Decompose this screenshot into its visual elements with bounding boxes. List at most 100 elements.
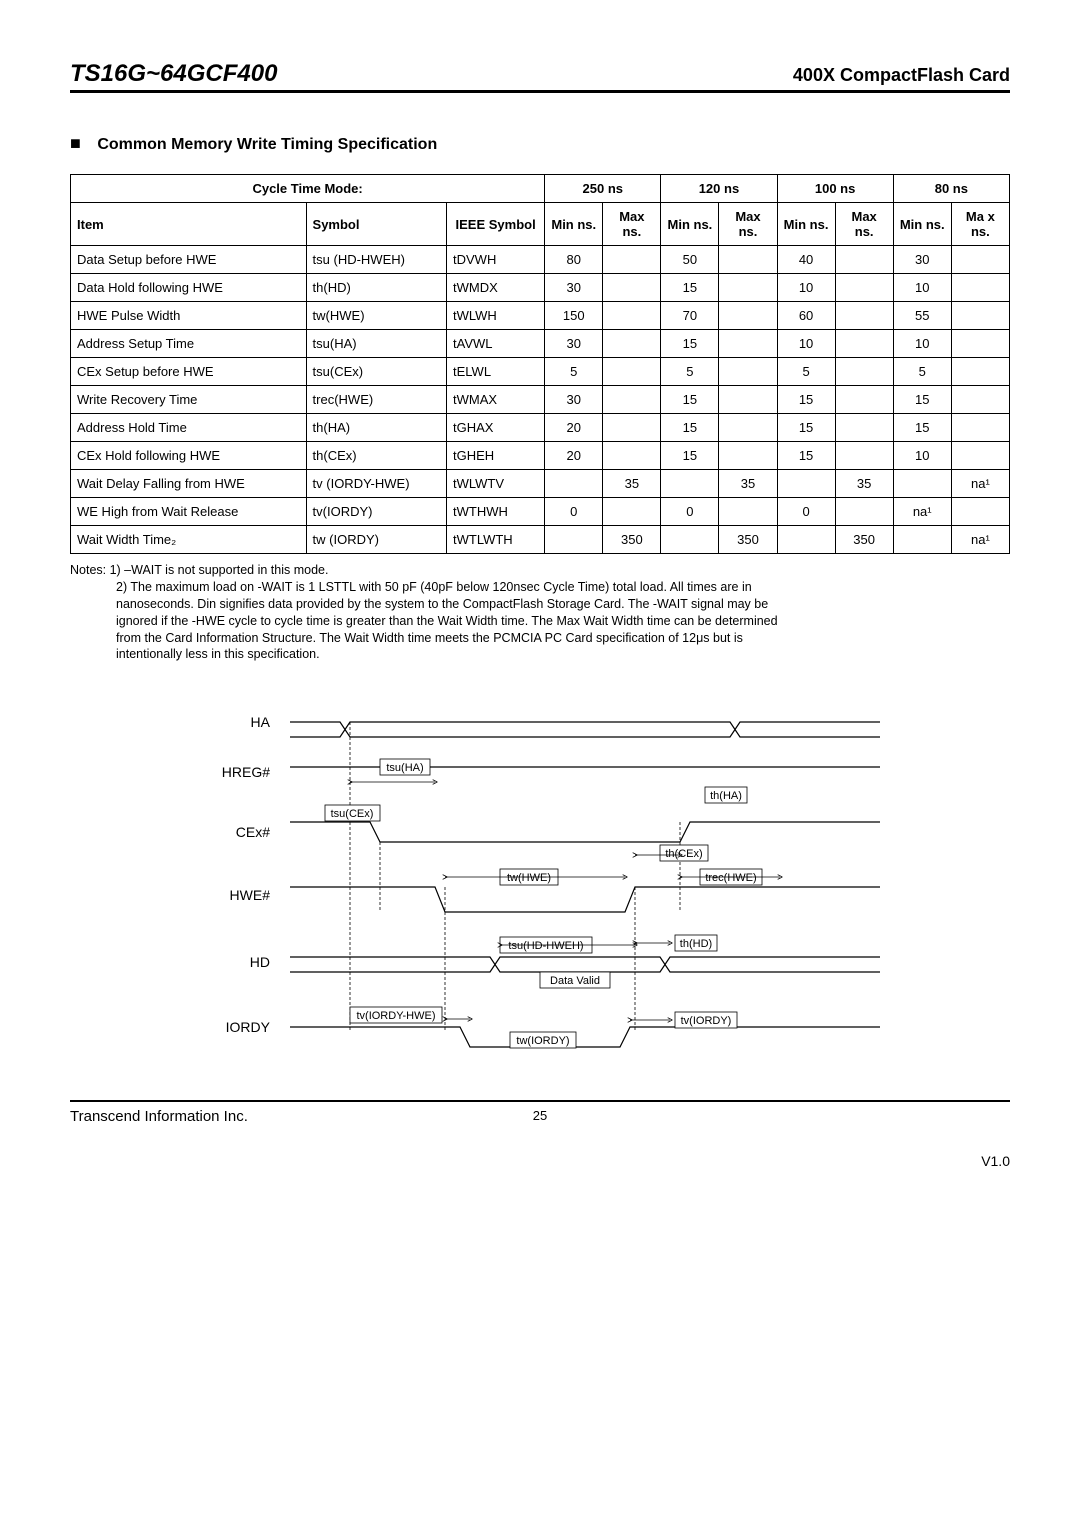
sig-iordy: IORDY xyxy=(226,1019,271,1035)
sig-hd: HD xyxy=(250,954,270,970)
sig-hreg: HREG# xyxy=(222,764,270,780)
cell-value xyxy=(951,498,1009,526)
svg-text:tsu(HD-HWEH): tsu(HD-HWEH) xyxy=(508,940,583,952)
cell-value: 5 xyxy=(893,358,951,386)
cell-item: Data Setup before HWE xyxy=(71,246,307,274)
cell-value xyxy=(835,358,893,386)
footer-rule xyxy=(70,1100,1010,1102)
sig-hwe: HWE# xyxy=(230,887,271,903)
cell-item: Wait Width Time₂ xyxy=(71,526,307,554)
svg-text:tsu(HA): tsu(HA) xyxy=(386,762,423,774)
cell-value xyxy=(951,442,1009,470)
cell-value xyxy=(835,414,893,442)
cell-value: 35 xyxy=(835,470,893,498)
cell-value xyxy=(661,526,719,554)
cell-value: na¹ xyxy=(951,470,1009,498)
cell-value: 20 xyxy=(545,414,603,442)
cell-ieee: tGHEH xyxy=(447,442,545,470)
footer-page-number: 25 xyxy=(383,1108,696,1125)
cell-value: 350 xyxy=(603,526,661,554)
svg-text:tsu(CEx): tsu(CEx) xyxy=(331,808,374,820)
table-row: Data Hold following HWEth(HD)tWMDX301510… xyxy=(71,274,1010,302)
cell-value xyxy=(835,274,893,302)
cell-value xyxy=(835,302,893,330)
col-max-250: Max ns. xyxy=(603,203,661,246)
cell-value xyxy=(719,274,777,302)
cell-value xyxy=(603,442,661,470)
notes-block: Notes: 1) –WAIT is not supported in this… xyxy=(70,562,1010,663)
cell-value xyxy=(893,526,951,554)
cell-symbol: tsu(CEx) xyxy=(306,358,446,386)
cell-value xyxy=(603,498,661,526)
cell-value xyxy=(835,498,893,526)
cell-value: 80 xyxy=(545,246,603,274)
cell-value xyxy=(719,386,777,414)
col-max-100: Max ns. xyxy=(835,203,893,246)
cell-ieee: tELWL xyxy=(447,358,545,386)
cell-value: 15 xyxy=(777,386,835,414)
cell-value: 55 xyxy=(893,302,951,330)
mode-80: 80 ns xyxy=(893,175,1009,203)
svg-text:th(HA): th(HA) xyxy=(710,790,742,802)
sig-cex: CEx# xyxy=(236,824,270,840)
cell-value xyxy=(603,386,661,414)
note-2c: ignored if the -HWE cycle to cycle time … xyxy=(116,613,1010,630)
cell-value: 350 xyxy=(835,526,893,554)
cell-value: 30 xyxy=(893,246,951,274)
svg-text:tv(IORDY): tv(IORDY) xyxy=(681,1015,732,1027)
cell-value xyxy=(719,330,777,358)
cell-value xyxy=(545,526,603,554)
cell-value xyxy=(719,442,777,470)
cell-value: 15 xyxy=(893,414,951,442)
mode-120: 120 ns xyxy=(661,175,777,203)
cell-ieee: tWLWH xyxy=(447,302,545,330)
cell-value xyxy=(603,246,661,274)
section-title: ■ Common Memory Write Timing Specificati… xyxy=(70,133,1010,154)
cell-value: 0 xyxy=(545,498,603,526)
col-min-100: Min ns. xyxy=(777,203,835,246)
cell-value: 5 xyxy=(545,358,603,386)
cell-value: 15 xyxy=(777,414,835,442)
cell-ieee: tWTLWTH xyxy=(447,526,545,554)
cell-value xyxy=(603,330,661,358)
cell-value xyxy=(835,442,893,470)
cell-value: 50 xyxy=(661,246,719,274)
cell-value: na¹ xyxy=(893,498,951,526)
table-row: Address Hold Timeth(HA)tGHAX20151515 xyxy=(71,414,1010,442)
footer-company: Transcend Information Inc. xyxy=(70,1108,383,1125)
cell-item: CEx Hold following HWE xyxy=(71,442,307,470)
cell-value xyxy=(603,414,661,442)
cell-item: Data Hold following HWE xyxy=(71,274,307,302)
cell-symbol: tsu (HD-HWEH) xyxy=(306,246,446,274)
cell-value: 10 xyxy=(893,442,951,470)
cell-value xyxy=(951,274,1009,302)
cell-symbol: th(HD) xyxy=(306,274,446,302)
cell-value: 20 xyxy=(545,442,603,470)
cell-value: 150 xyxy=(545,302,603,330)
cell-value: 10 xyxy=(777,274,835,302)
note-2a: 2) The maximum load on -WAIT is 1 LSTTL … xyxy=(116,579,1010,596)
cell-value xyxy=(951,246,1009,274)
cell-value: 5 xyxy=(661,358,719,386)
cell-value: 0 xyxy=(661,498,719,526)
svg-text:tv(IORDY-HWE): tv(IORDY-HWE) xyxy=(356,1010,435,1022)
table-row: Data Setup before HWEtsu (HD-HWEH)tDVWH8… xyxy=(71,246,1010,274)
cell-value xyxy=(603,358,661,386)
cycle-time-mode-label: Cycle Time Mode: xyxy=(71,175,545,203)
col-ieee: IEEE Symbol xyxy=(447,203,545,246)
timing-diagram-svg: .sig { font: 14px Arial; } .lbl { font: … xyxy=(180,687,900,1067)
cell-value: 350 xyxy=(719,526,777,554)
cell-symbol: th(CEx) xyxy=(306,442,446,470)
note-1: Notes: 1) –WAIT is not supported in this… xyxy=(70,562,1010,579)
cell-value xyxy=(719,302,777,330)
svg-text:th(HD): th(HD) xyxy=(680,938,712,950)
cell-ieee: tAVWL xyxy=(447,330,545,358)
timing-diagram: .sig { font: 14px Arial; } .lbl { font: … xyxy=(70,687,1010,1070)
note-2b: nanoseconds. Din signifies data provided… xyxy=(116,596,1010,613)
cell-ieee: tWLWTV xyxy=(447,470,545,498)
col-min-80: Min ns. xyxy=(893,203,951,246)
page-footer: Transcend Information Inc. 25 V1.0 xyxy=(70,1100,1010,1169)
cell-item: Write Recovery Time xyxy=(71,386,307,414)
svg-text:tw(HWE): tw(HWE) xyxy=(507,872,551,884)
cell-value xyxy=(661,470,719,498)
